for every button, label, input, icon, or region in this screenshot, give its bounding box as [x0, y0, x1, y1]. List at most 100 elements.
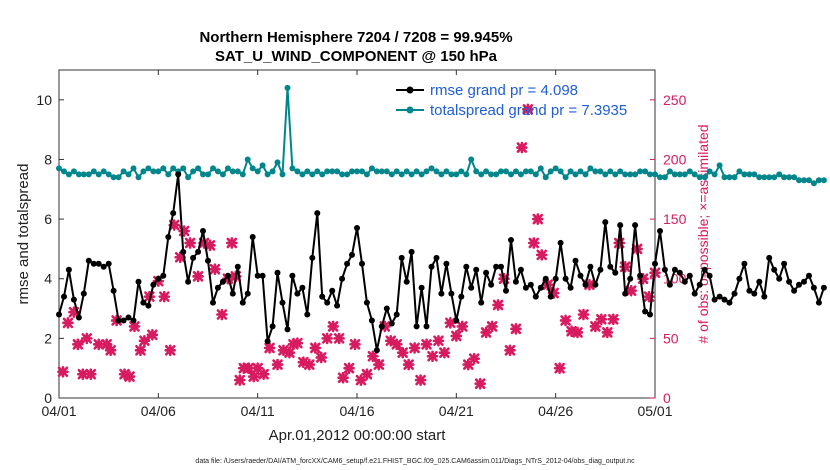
data-point: [269, 168, 276, 175]
data-point: [269, 323, 276, 330]
data-point: [145, 302, 152, 309]
data-point: [791, 287, 798, 294]
legend-marker: [406, 86, 414, 94]
obs-marker: [601, 326, 614, 339]
data-point: [686, 168, 693, 175]
data-point: [170, 210, 177, 217]
data-point: [249, 234, 256, 240]
chart-title-line1: Northern Hemisphere 7204 / 7208 = 99.945…: [199, 29, 512, 46]
data-point: [666, 168, 673, 175]
data-point: [567, 168, 574, 175]
data-point: [488, 281, 495, 288]
x-tick-label: 04/16: [339, 403, 374, 419]
data-point: [676, 269, 683, 276]
data-point: [428, 165, 435, 172]
data-point: [224, 272, 231, 279]
data-point: [681, 171, 688, 178]
obs-marker: [204, 239, 216, 252]
data-point: [701, 174, 708, 181]
data-point: [542, 174, 549, 181]
obs-marker: [384, 334, 397, 347]
obs-marker: [158, 290, 171, 303]
data-point: [706, 272, 713, 279]
obs-marker: [408, 342, 421, 354]
data-point: [612, 269, 619, 276]
data-point: [652, 171, 658, 178]
data-point: [786, 174, 793, 181]
obs-marker: [247, 370, 260, 383]
data-point: [150, 168, 157, 175]
obs-marker: [547, 287, 560, 299]
data-point: [443, 260, 450, 267]
data-point: [458, 293, 465, 300]
data-point: [354, 168, 360, 175]
data-point: [731, 290, 738, 297]
obs-marker: [522, 103, 534, 116]
data-point: [721, 174, 728, 181]
data-point: [527, 281, 534, 288]
data-point: [552, 275, 559, 282]
data-point: [259, 162, 266, 169]
obs-marker: [438, 346, 451, 359]
data-point: [776, 275, 783, 282]
data-point: [319, 171, 326, 178]
obs-marker: [535, 249, 548, 261]
data-point: [582, 281, 589, 288]
data-point: [661, 266, 668, 273]
data-point: [736, 168, 743, 175]
data-point: [448, 290, 455, 297]
data-point: [115, 174, 122, 181]
obs-marker: [349, 338, 361, 351]
data-point: [522, 284, 529, 291]
data-point: [562, 275, 569, 282]
data-point: [349, 251, 355, 258]
data-point: [617, 222, 624, 229]
data-point: [378, 323, 385, 330]
data-point: [354, 225, 360, 231]
data-point: [85, 171, 92, 178]
data-point: [289, 272, 296, 279]
obs-marker: [553, 362, 566, 374]
data-point: [160, 272, 167, 279]
data-point: [393, 311, 400, 318]
obs-marker: [184, 237, 196, 249]
data-point: [239, 299, 246, 306]
data-point: [726, 299, 733, 306]
data-point: [637, 168, 644, 175]
data-point: [587, 263, 594, 270]
data-point: [517, 171, 524, 178]
obs-marker: [315, 351, 328, 364]
data-point: [696, 281, 703, 288]
data-point: [309, 171, 316, 178]
data-point: [448, 171, 455, 178]
obs-marker: [134, 344, 147, 357]
data-point: [547, 168, 554, 175]
data-point: [359, 260, 365, 267]
data-point: [537, 165, 544, 172]
obs-marker: [637, 272, 649, 285]
data-point: [761, 293, 768, 300]
data-point: [756, 278, 763, 285]
data-point: [517, 266, 524, 273]
obs-marker: [209, 263, 221, 275]
data-point: [820, 284, 827, 291]
data-point: [368, 165, 375, 172]
obs-marker: [595, 313, 608, 326]
data-point: [627, 171, 634, 178]
data-point: [418, 284, 425, 291]
obs-marker: [174, 251, 186, 264]
obs-marker: [402, 358, 415, 371]
data-point: [229, 290, 236, 297]
data-point: [130, 165, 137, 172]
data-point: [647, 311, 653, 318]
y-left-tick-label: 10: [36, 92, 52, 108]
data-point: [190, 254, 197, 261]
data-point: [244, 156, 251, 163]
data-point: [741, 171, 748, 178]
data-point: [200, 228, 206, 234]
data-point: [234, 168, 241, 175]
data-point: [423, 323, 430, 330]
obs-marker: [390, 338, 403, 351]
data-point: [309, 254, 316, 261]
